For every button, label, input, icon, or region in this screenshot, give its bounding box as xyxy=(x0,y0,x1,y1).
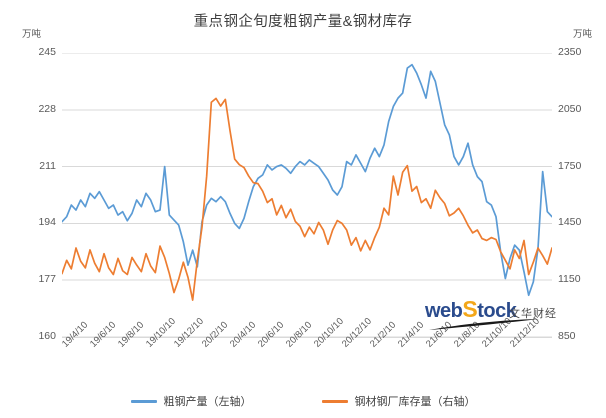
left-axis-tick-label: 177 xyxy=(38,273,56,286)
legend-label: 粗钢产量（左轴） xyxy=(163,396,252,408)
plot-area xyxy=(62,53,552,337)
right-axis-tick-label: 2050 xyxy=(558,102,582,115)
left-axis-unit-label: 万吨 xyxy=(22,29,42,40)
right-axis-tick-label: 850 xyxy=(558,330,576,342)
line-series-steel-mill-inventory xyxy=(62,97,552,301)
left-axis-tick-label: 194 xyxy=(38,216,56,229)
left-axis-tick-label: 160 xyxy=(38,330,56,342)
gridlines xyxy=(62,53,552,337)
series-svg xyxy=(62,53,552,337)
watermark-brand-s: S xyxy=(462,296,478,322)
line-series-crude-steel-output xyxy=(62,63,552,297)
watermark-brand-tock: tock xyxy=(477,300,517,322)
watermark-brand-web: web xyxy=(425,300,463,322)
watermark-brand: webStock xyxy=(425,296,517,322)
chart-legend: 粗钢产量（左轴） 钢材钢厂库存量（右轴） xyxy=(0,393,606,409)
webstock-watermark: webStock 文华财经 xyxy=(425,296,575,330)
left-axis-tick-label: 245 xyxy=(38,46,56,58)
right-axis-tick-label: 2350 xyxy=(558,46,582,58)
legend-label: 钢材钢厂库存量（右轴） xyxy=(354,396,476,408)
watermark-chinese-name: 文华财经 xyxy=(509,308,557,320)
right-axis-tick-label: 1750 xyxy=(558,159,582,172)
x-axis-line xyxy=(62,337,552,338)
left-axis-tick-label: 211 xyxy=(39,159,56,172)
legend-item[interactable]: 粗钢产量（左轴） xyxy=(130,393,252,409)
legend-item[interactable]: 钢材钢厂库存量（右轴） xyxy=(321,393,476,409)
right-axis-tick-label: 1450 xyxy=(558,216,582,229)
chart-title: 重点钢企旬度粗钢产量&钢材库存 xyxy=(193,14,413,30)
legend-swatch-icon xyxy=(321,399,348,403)
legend-swatch-icon xyxy=(130,399,157,403)
left-axis-tick-label: 228 xyxy=(38,102,56,115)
right-axis-tick-label: 1150 xyxy=(558,273,581,286)
watermark-swoosh-icon xyxy=(429,319,539,330)
right-axis-unit-label: 万吨 xyxy=(572,29,592,40)
